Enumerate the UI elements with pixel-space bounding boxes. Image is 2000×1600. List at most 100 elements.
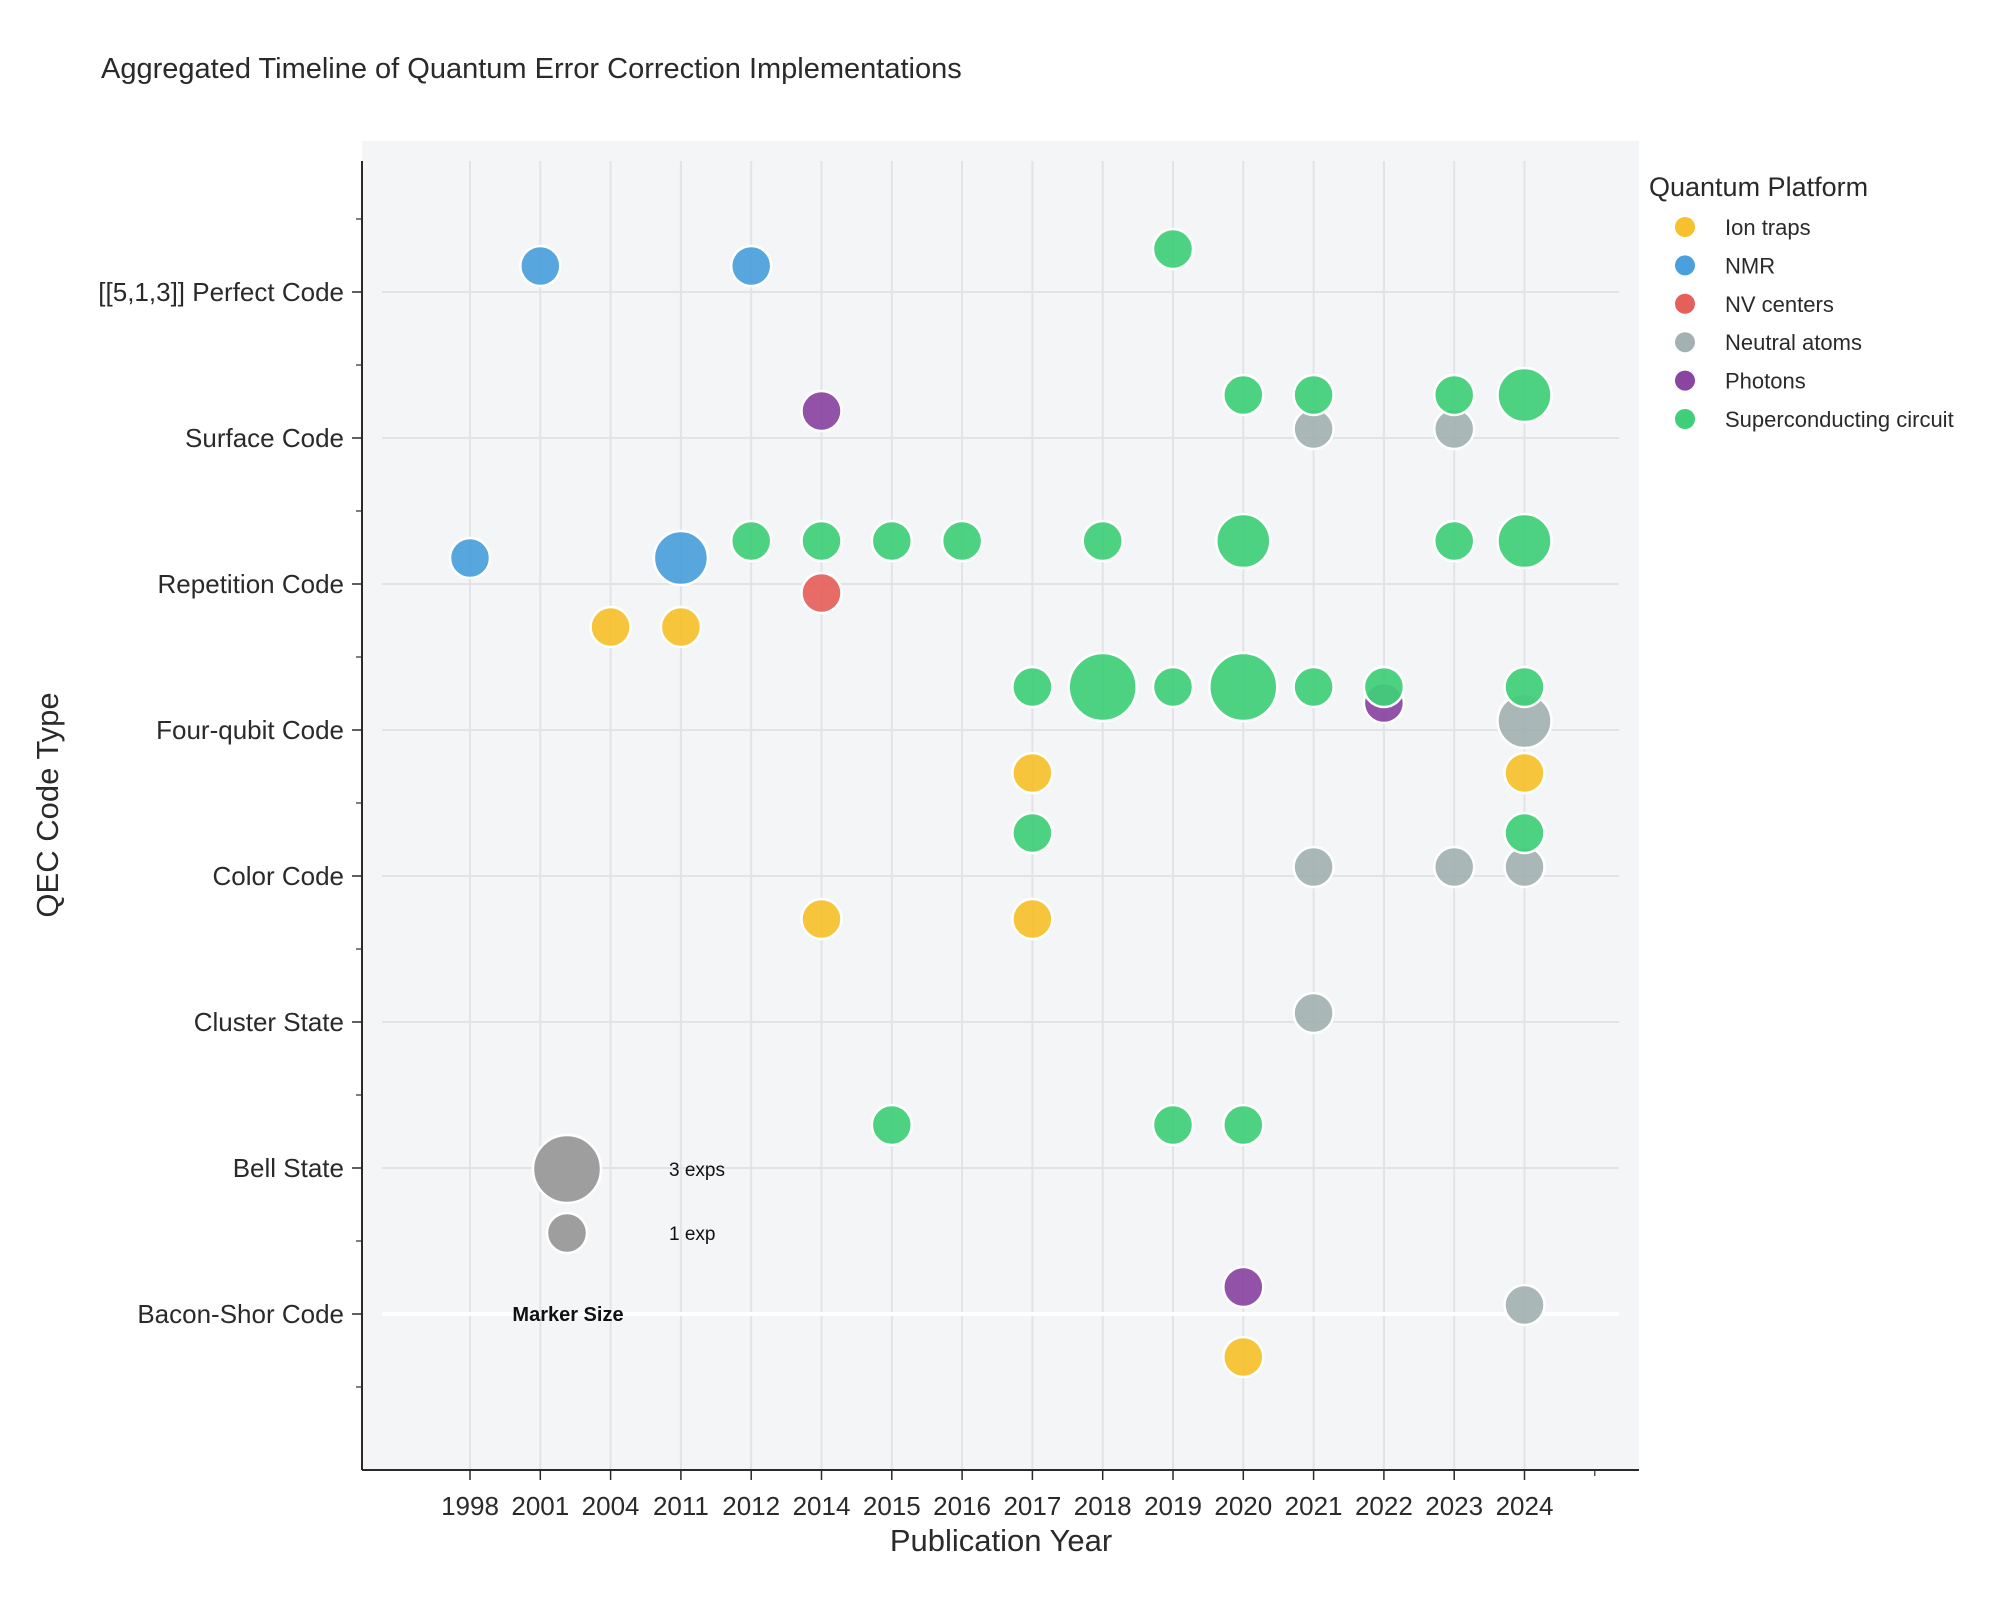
- size-legend: 3 exps 1 exp Marker Size: [512, 1133, 725, 1326]
- x-tick-label: 2018: [1074, 1491, 1132, 1521]
- data-point: [1503, 665, 1546, 709]
- data-point: [1292, 991, 1335, 1035]
- data-points: [448, 227, 1553, 1379]
- data-point: [1215, 512, 1272, 570]
- series-nv-centers: [800, 571, 843, 615]
- data-point: [1292, 665, 1335, 709]
- tick-labels: 1998 2001 2004 2011 2012 2014 2015 2016 2017 2018…: [98, 277, 1553, 1521]
- data-point: [1496, 366, 1553, 424]
- legend-label: Neutral atoms: [1725, 330, 1862, 355]
- legend-item[interactable]: Neutral atoms: [1675, 330, 1862, 355]
- legend-marker: [1675, 332, 1695, 353]
- chart-title: Aggregated Timeline of Quantum Error Cor…: [101, 53, 962, 85]
- x-tick-label: 2016: [933, 1491, 991, 1521]
- data-point: [519, 244, 562, 288]
- data-point: [1208, 651, 1279, 723]
- size-legend-title: Marker Size: [512, 1304, 623, 1326]
- x-tick-label: 2014: [793, 1491, 851, 1521]
- data-point: [800, 389, 843, 433]
- y-axis-label: QEC Code Type: [30, 692, 65, 917]
- data-point: [1362, 665, 1406, 709]
- data-point: [1081, 519, 1124, 563]
- x-tick-label: 2015: [863, 1491, 921, 1521]
- data-point: [1292, 373, 1335, 417]
- data-point: [1222, 1265, 1265, 1309]
- data-point: [448, 536, 492, 580]
- y-tick-label: Bell State: [233, 1153, 344, 1183]
- legend-label: NMR: [1725, 253, 1775, 278]
- data-point: [1503, 811, 1546, 855]
- legend-item[interactable]: Ion traps: [1675, 215, 1811, 240]
- y-tick-label: Cluster State: [194, 1007, 344, 1037]
- series-neutral-atoms: [1292, 407, 1553, 1327]
- platform-legend: Quantum Platform Ion traps NMR NV centers Ne…: [1649, 172, 1954, 432]
- series-nmr: [448, 244, 773, 587]
- legend-item[interactable]: NV centers: [1675, 292, 1834, 317]
- size-legend-label: 3 exps: [669, 1160, 725, 1181]
- legend-label: Photons: [1725, 369, 1806, 394]
- data-point: [800, 571, 843, 615]
- legend-item[interactable]: Superconducting circuit: [1675, 407, 1954, 432]
- y-tick-label: Surface Code: [185, 423, 344, 453]
- data-point: [1151, 227, 1195, 271]
- x-tick-label: 2012: [722, 1491, 780, 1521]
- data-point: [1151, 1103, 1195, 1147]
- data-point: [1011, 811, 1054, 855]
- x-tick-label: 2022: [1355, 1491, 1413, 1521]
- data-point: [1432, 845, 1476, 889]
- legend-marker: [1675, 293, 1695, 314]
- plot-background: [362, 141, 1639, 1470]
- x-tick-label: 2023: [1425, 1491, 1483, 1521]
- x-tick-label: 2001: [511, 1491, 569, 1521]
- x-tick-label: 2004: [582, 1491, 640, 1521]
- legend-title: Quantum Platform: [1649, 172, 1868, 202]
- x-tick-label: 2021: [1285, 1491, 1343, 1521]
- legend-label: Ion traps: [1725, 215, 1811, 240]
- data-point: [870, 1103, 914, 1147]
- data-point: [940, 519, 984, 563]
- data-point: [729, 519, 773, 563]
- data-point: [1432, 519, 1476, 563]
- x-tick-label: 2011: [653, 1491, 709, 1521]
- size-legend-label: 1 exp: [669, 1224, 715, 1245]
- data-point: [1067, 651, 1138, 723]
- data-point: [1292, 845, 1335, 889]
- legend-item[interactable]: NMR: [1675, 253, 1775, 278]
- data-point: [652, 529, 710, 587]
- legend-item[interactable]: Photons: [1675, 369, 1806, 394]
- legend-marker: [1675, 217, 1695, 237]
- data-point: [1503, 751, 1546, 795]
- x-tick-label: 2020: [1214, 1491, 1272, 1521]
- y-tick-label: Four-qubit Code: [156, 715, 344, 745]
- size-legend-marker: [531, 1133, 603, 1205]
- series-ion-traps: [589, 605, 1546, 1379]
- data-point: [1432, 373, 1476, 417]
- data-point: [1222, 1335, 1265, 1379]
- x-tick-label: 1998: [441, 1491, 499, 1521]
- data-point: [800, 897, 843, 941]
- legend-label: Superconducting circuit: [1725, 407, 1954, 432]
- x-axis-label: Publication Year: [890, 1523, 1112, 1558]
- data-point: [1011, 665, 1054, 709]
- axes: [352, 161, 1639, 1480]
- data-point: [800, 519, 843, 563]
- legend-marker: [1675, 255, 1695, 276]
- y-tick-label: [[5,1,3]] Perfect Code: [98, 277, 344, 307]
- y-tick-label: Bacon-Shor Code: [137, 1299, 344, 1329]
- data-point: [659, 605, 703, 649]
- data-point: [589, 605, 632, 649]
- data-point: [1503, 1283, 1546, 1327]
- y-tick-label: Color Code: [212, 861, 344, 891]
- data-point: [1011, 751, 1054, 795]
- size-legend-marker: [545, 1211, 589, 1255]
- data-point: [1496, 512, 1553, 570]
- legend-marker: [1675, 370, 1695, 391]
- data-point: [729, 244, 773, 288]
- x-tick-label: 2019: [1144, 1491, 1202, 1521]
- data-point: [1222, 373, 1265, 417]
- data-point: [1151, 665, 1195, 709]
- data-point: [870, 519, 914, 563]
- series-superconducting-circuit: [729, 227, 1553, 1147]
- y-tick-label: Repetition Code: [158, 569, 344, 599]
